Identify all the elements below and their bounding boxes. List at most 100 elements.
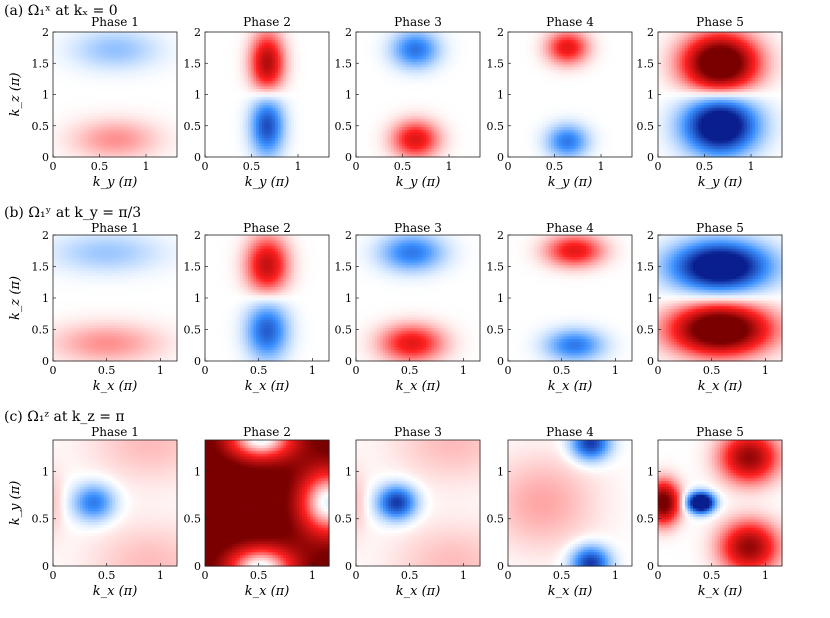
heatmap-cell: [128, 97, 132, 101]
heatmap-cell: [53, 140, 57, 145]
heatmap-cell: [213, 83, 217, 87]
heatmap-cell: [139, 121, 143, 125]
heatmap-cell: [171, 80, 175, 85]
heatmap-cell: [139, 83, 143, 87]
heatmap-cell: [166, 70, 170, 74]
heatmap-cell: [66, 51, 70, 55]
heatmap-cell: [158, 64, 162, 68]
heatmap-cell: [147, 110, 151, 115]
heatmap-cell: [152, 105, 157, 109]
heatmap-cell: [168, 129, 173, 134]
heatmap-cell: [205, 137, 209, 142]
heatmap-cell: [77, 72, 81, 77]
heatmap-cell: [106, 129, 111, 134]
heatmap-cell: [82, 121, 86, 125]
heatmap-cell: [133, 80, 138, 85]
heatmap-cell: [207, 32, 211, 36]
heatmap-cell: [125, 129, 130, 134]
heatmap-cell: [104, 72, 108, 77]
heatmap-cell: [147, 67, 151, 71]
heatmap-cell: [79, 118, 84, 123]
heatmap-cell: [128, 37, 132, 41]
heatmap-cell: [223, 102, 228, 106]
heatmap-cell: [66, 48, 70, 52]
heatmap-cell: [150, 42, 154, 47]
heatmap-cell: [141, 34, 146, 39]
heatmap-cell: [131, 61, 135, 66]
heatmap-cell: [139, 129, 143, 134]
heatmap-cell: [98, 53, 103, 58]
heatmap-cell: [85, 42, 89, 47]
heatmap-cell: [123, 151, 127, 155]
heatmap-cell: [213, 102, 217, 106]
heatmap-cell: [141, 118, 146, 123]
heatmap-cell: [120, 105, 124, 109]
heatmap-cell: [205, 135, 209, 139]
heatmap-cell: [218, 34, 222, 39]
heatmap-cell: [125, 113, 130, 117]
heatmap-cell: [229, 70, 233, 74]
heatmap-cell: [77, 129, 81, 134]
heatmap-cell: [69, 143, 73, 147]
heatmap-cell: [53, 40, 57, 44]
heatmap-cell: [53, 89, 57, 93]
heatmap-cell: [131, 40, 135, 44]
heatmap-cell: [71, 67, 76, 71]
heatmap-cell: [213, 34, 217, 39]
heatmap-cell: [218, 83, 222, 87]
heatmap-cell: [125, 94, 130, 98]
heatmap-cell: [71, 59, 76, 63]
heatmap-cell: [82, 146, 86, 150]
heatmap-cell: [66, 108, 70, 112]
heatmap-cell: [117, 94, 121, 98]
heatmap-cell: [207, 80, 211, 85]
heatmap-cell: [115, 108, 119, 112]
heatmap-cell: [112, 118, 116, 123]
heatmap-cell: [174, 108, 178, 112]
heatmap-cell: [213, 154, 217, 158]
heatmap-cell: [79, 129, 84, 134]
heatmap-cell: [158, 151, 162, 155]
heatmap-cell: [74, 110, 78, 115]
heatmap-cell: [155, 99, 159, 104]
heatmap-cell: [117, 86, 121, 90]
heatmap-cell: [155, 113, 159, 117]
heatmap-cell: [168, 51, 173, 55]
heatmap-cell: [147, 37, 151, 41]
heatmap-cell: [215, 105, 220, 109]
heatmap-cell: [96, 121, 100, 125]
heatmap-cell: [93, 78, 97, 82]
heatmap-cell: [112, 34, 116, 39]
heatmap-cell: [174, 37, 178, 41]
heatmap-cell: [69, 72, 73, 77]
heatmap-cell: [61, 110, 65, 115]
heatmap-cell: [155, 75, 159, 79]
heatmap-cell: [163, 80, 167, 85]
heatmap-cell: [150, 83, 154, 87]
heatmap-cell: [136, 89, 140, 93]
heatmap-cell: [74, 61, 78, 66]
heatmap-cell: [141, 48, 146, 52]
heatmap-cell: [171, 86, 175, 90]
heatmap-cell: [158, 83, 162, 87]
heatmap-cell: [155, 143, 159, 147]
heatmap-cell: [96, 137, 100, 142]
heatmap-cell: [85, 105, 89, 109]
heatmap-cell: [226, 91, 230, 96]
heatmap-cell: [174, 94, 178, 98]
heatmap-cell: [223, 34, 228, 39]
heatmap-cell: [139, 118, 143, 123]
heatmap-cell: [117, 124, 121, 128]
heatmap-cell: [136, 148, 140, 153]
heatmap-cell: [106, 75, 111, 79]
heatmap-cell: [139, 94, 143, 98]
heatmap-cell: [96, 102, 100, 106]
heatmap-cell: [106, 37, 111, 41]
heatmap-cell: [218, 154, 222, 158]
heatmap-cell: [82, 61, 86, 66]
heatmap-cell: [131, 146, 135, 150]
heatmap-cell: [74, 151, 78, 155]
heatmap-cell: [115, 67, 119, 71]
heatmap-cell: [210, 110, 214, 115]
heatmap-cell: [174, 99, 178, 104]
